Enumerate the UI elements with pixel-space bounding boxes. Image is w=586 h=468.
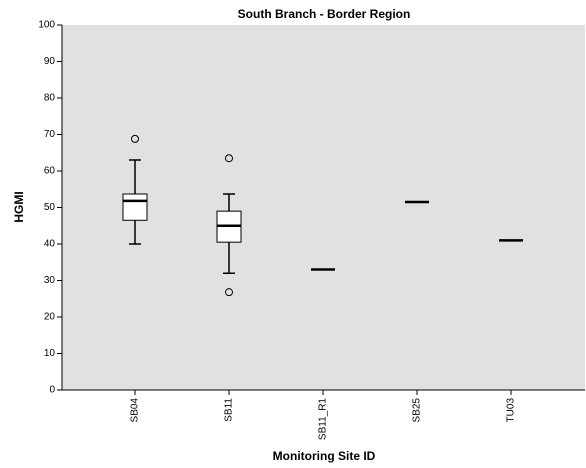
y-tick-label: 10 bbox=[44, 348, 56, 359]
outlier bbox=[225, 288, 233, 297]
y-tick-label: 20 bbox=[44, 312, 56, 323]
x-tick-label: SB11 bbox=[224, 398, 235, 422]
y-tick-label: 70 bbox=[44, 129, 56, 140]
y-tick-label: 60 bbox=[44, 166, 56, 177]
y-tick-label: 80 bbox=[44, 93, 56, 104]
box bbox=[122, 193, 148, 221]
x-tick-label: TU03 bbox=[506, 398, 517, 423]
y-axis-label: HGMI bbox=[12, 191, 26, 222]
plot-area bbox=[62, 25, 585, 390]
x-tick-label: SB11_R1 bbox=[318, 398, 329, 441]
outlier bbox=[131, 134, 139, 143]
whisker-low bbox=[223, 242, 235, 274]
y-tick-label: 90 bbox=[44, 56, 56, 67]
y-tick-label: 30 bbox=[44, 275, 56, 286]
x-axis-label: Monitoring Site ID bbox=[273, 449, 376, 463]
whisker-high bbox=[223, 193, 235, 212]
y-tick-label: 40 bbox=[44, 239, 56, 250]
y-tick-label: 0 bbox=[49, 385, 55, 396]
whisker-low bbox=[129, 220, 141, 245]
outlier bbox=[225, 154, 233, 163]
chart-title: South Branch - Border Region bbox=[238, 7, 411, 21]
x-tick-label: SB25 bbox=[412, 398, 423, 423]
y-tick-label: 50 bbox=[44, 202, 56, 213]
whisker-high bbox=[129, 159, 141, 194]
x-tick-label: SB04 bbox=[130, 398, 141, 423]
y-tick-label: 100 bbox=[38, 20, 55, 31]
